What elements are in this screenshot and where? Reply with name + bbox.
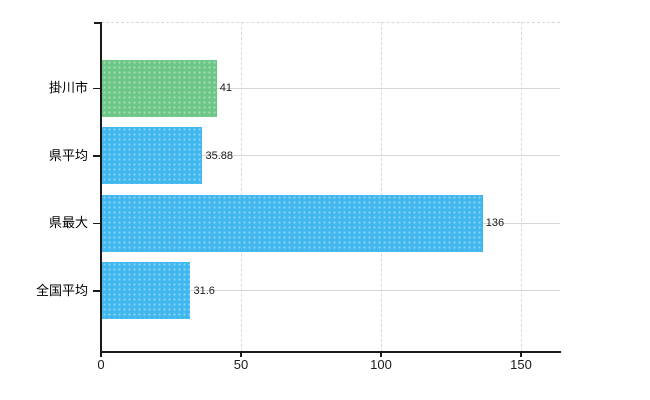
x-tick-label: 50 [233,357,249,372]
x-tick-label: 100 [370,357,392,372]
grid-line-horizontal [101,87,560,89]
x-axis-tick [240,352,242,357]
y-axis-tick [93,155,101,157]
bar-県平均 [102,127,203,185]
bar-県最大 [102,194,483,252]
category-label: 県平均 [48,147,88,163]
x-axis-tick [100,352,102,357]
x-axis-tick [520,352,522,357]
grid-line-vertical [521,22,522,352]
y-axis [100,22,102,352]
plot-top-border [101,22,560,23]
grid-line-horizontal [101,155,560,157]
x-tick-label: 150 [510,357,532,372]
value-label: 31.6 [193,284,215,297]
y-axis-tick [93,222,101,224]
bar-全国平均 [102,262,191,320]
value-label: 136 [485,217,505,230]
category-label: 全国平均 [35,282,88,298]
category-label: 掛川市 [48,80,88,96]
category-label: 県最大 [48,215,88,231]
bar-掛川市 [102,59,217,117]
grid-line-vertical [381,22,382,352]
y-axis-tick [93,290,101,292]
y-axis-tick [93,87,101,89]
x-tick-label: 0 [97,357,105,372]
value-label: 41 [219,82,233,95]
y-axis-top-tick [94,22,101,24]
x-axis [100,351,561,353]
grid-line-vertical [241,22,242,352]
value-label: 35.88 [205,149,233,162]
grid-line-horizontal [101,290,560,292]
x-axis-tick [380,352,382,357]
